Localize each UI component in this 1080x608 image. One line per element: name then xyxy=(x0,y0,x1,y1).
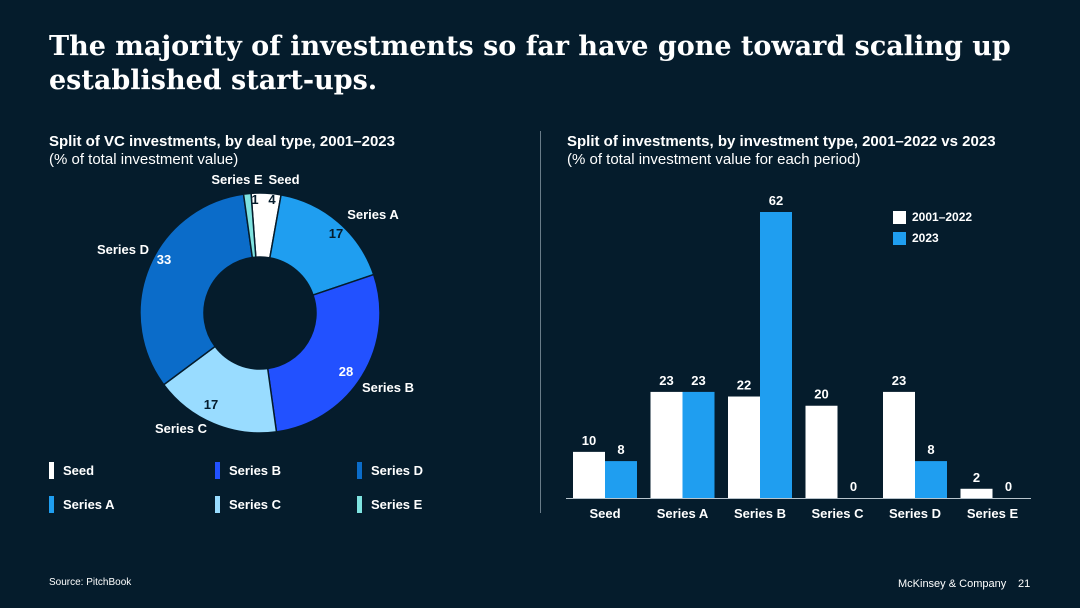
bar-series-e-2001-2022 xyxy=(960,488,993,498)
donut-value-series-e: 1 xyxy=(251,192,258,207)
bar-series-d-2023 xyxy=(915,461,947,498)
donut-value-seed: 4 xyxy=(268,192,276,207)
donut-label-series-d: Series D xyxy=(97,242,149,257)
donut-slice-series-b xyxy=(266,273,381,433)
donut-label-series-e: Series E xyxy=(211,172,263,187)
bar-value-series-e-2001-2022: 2 xyxy=(973,470,980,485)
donut-legend-swatch-seed xyxy=(49,462,54,479)
donut-chart: 4 Seed 17 Series A 28 Series B 17 Series C 33 Ser… xyxy=(97,172,414,436)
donut-legend-swatch-series-b xyxy=(215,462,220,479)
bar-value-series-c-2001-2022: 20 xyxy=(814,387,828,402)
panel-divider xyxy=(540,131,541,513)
bar-chart-title: Split of investments, by investment type… xyxy=(567,133,996,150)
bar-value-series-d-2023: 8 xyxy=(927,442,934,457)
bar-legend-swatch-2023 xyxy=(893,231,906,245)
donut-legend-label-series-d: Series D xyxy=(371,463,424,478)
source-note: Source: PitchBook xyxy=(49,577,132,588)
bar-value-seed-2001-2022: 10 xyxy=(582,433,596,448)
bar-value-series-b-2001-2022: 22 xyxy=(737,378,751,393)
bar-category-series-e: Series E xyxy=(967,506,1019,521)
bar-series-a-2023 xyxy=(682,391,715,498)
bar-chart-heading: Split of investments, by investment type… xyxy=(567,133,1047,169)
donut-value-series-c: 17 xyxy=(204,397,218,412)
bar-value-series-a-2023: 23 xyxy=(691,373,705,388)
bar-category-series-b: Series B xyxy=(734,506,786,521)
bar-legend-label-2023: 2023 xyxy=(912,231,939,245)
bar-value-series-c-2023: 0 xyxy=(850,479,857,494)
donut-slice-series-e xyxy=(242,192,257,259)
donut-legend-swatch-series-e xyxy=(357,496,362,513)
bar-value-series-a-2001-2022: 23 xyxy=(659,373,673,388)
bar-series-b-2001-2022 xyxy=(728,396,760,498)
bar-chart-subtitle: (% of total investment value for each pe… xyxy=(567,151,861,168)
bar-series-a-2001-2022 xyxy=(650,391,683,498)
bar-legend-item-2023: 2023 xyxy=(893,231,939,245)
page-title: The majority of investments so far have … xyxy=(49,31,1011,96)
donut-legend-item-series-b: Series B xyxy=(215,462,281,479)
bar-value-seed-2023: 8 xyxy=(617,442,624,457)
donut-label-series-b: Series B xyxy=(362,380,414,395)
donut-value-series-b: 28 xyxy=(339,364,353,379)
bar-seed-2023 xyxy=(605,461,637,498)
bar-series-c-2001-2022 xyxy=(805,405,838,498)
donut-label-series-a: Series A xyxy=(347,207,399,222)
bar-legend-item-2001-2022: 2001–2022 xyxy=(893,210,972,224)
bar-value-series-b-2023: 62 xyxy=(769,193,783,208)
donut-legend-label-series-a: Series A xyxy=(63,497,115,512)
bar-legend-swatch-2001-2022 xyxy=(893,210,906,224)
bar-seed-2001-2022 xyxy=(573,451,605,498)
donut-legend-swatch-series-a xyxy=(49,496,54,513)
donut-legend-label-series-e: Series E xyxy=(371,497,423,512)
donut-slice-series-d xyxy=(139,193,254,386)
bar-series-d-2001-2022 xyxy=(883,391,915,498)
donut-legend-swatch-series-c xyxy=(215,496,220,513)
donut-slice-series-c xyxy=(162,345,278,434)
bar-series-b-2023 xyxy=(760,212,792,498)
brand-name: McKinsey & Company xyxy=(898,578,1007,590)
donut-legend-item-series-e: Series E xyxy=(357,496,422,513)
bar-legend-label-2001-2022: 2001–2022 xyxy=(912,210,973,224)
donut-legend-label-series-c: Series C xyxy=(229,497,282,512)
donut-legend-label-seed: Seed xyxy=(63,463,95,478)
donut-chart-title: Split of VC investments, by deal type, 2… xyxy=(49,133,395,150)
bar-value-series-e-2023: 0 xyxy=(1005,479,1012,494)
donut-label-seed: Seed xyxy=(268,172,299,187)
bar-category-series-d: Series D xyxy=(889,506,941,521)
donut-legend-item-series-d: Series D xyxy=(357,462,423,479)
bar-category-seed: Seed xyxy=(589,506,620,521)
donut-legend-item-seed: Seed xyxy=(49,462,94,479)
donut-value-series-d: 33 xyxy=(157,252,171,267)
donut-legend-item-series-c: Series C xyxy=(215,496,281,513)
page-number: 21 xyxy=(1018,578,1031,590)
donut-chart-heading: Split of VC investments, by deal type, 2… xyxy=(49,133,509,169)
donut-label-series-c: Series C xyxy=(155,421,208,436)
bar-category-series-c: Series C xyxy=(811,506,864,521)
donut-legend-label-series-b: Series B xyxy=(229,463,282,478)
donut-legend-swatch-series-d xyxy=(357,462,362,479)
donut-slice-series-a xyxy=(268,193,375,297)
donut-chart-subtitle: (% of total investment value) xyxy=(49,151,239,168)
bar-value-series-d-2001-2022: 23 xyxy=(892,373,906,388)
bar-category-series-a: Series A xyxy=(657,506,709,521)
donut-legend-item-series-a: Series A xyxy=(49,496,115,513)
donut-value-series-a: 17 xyxy=(329,226,343,241)
